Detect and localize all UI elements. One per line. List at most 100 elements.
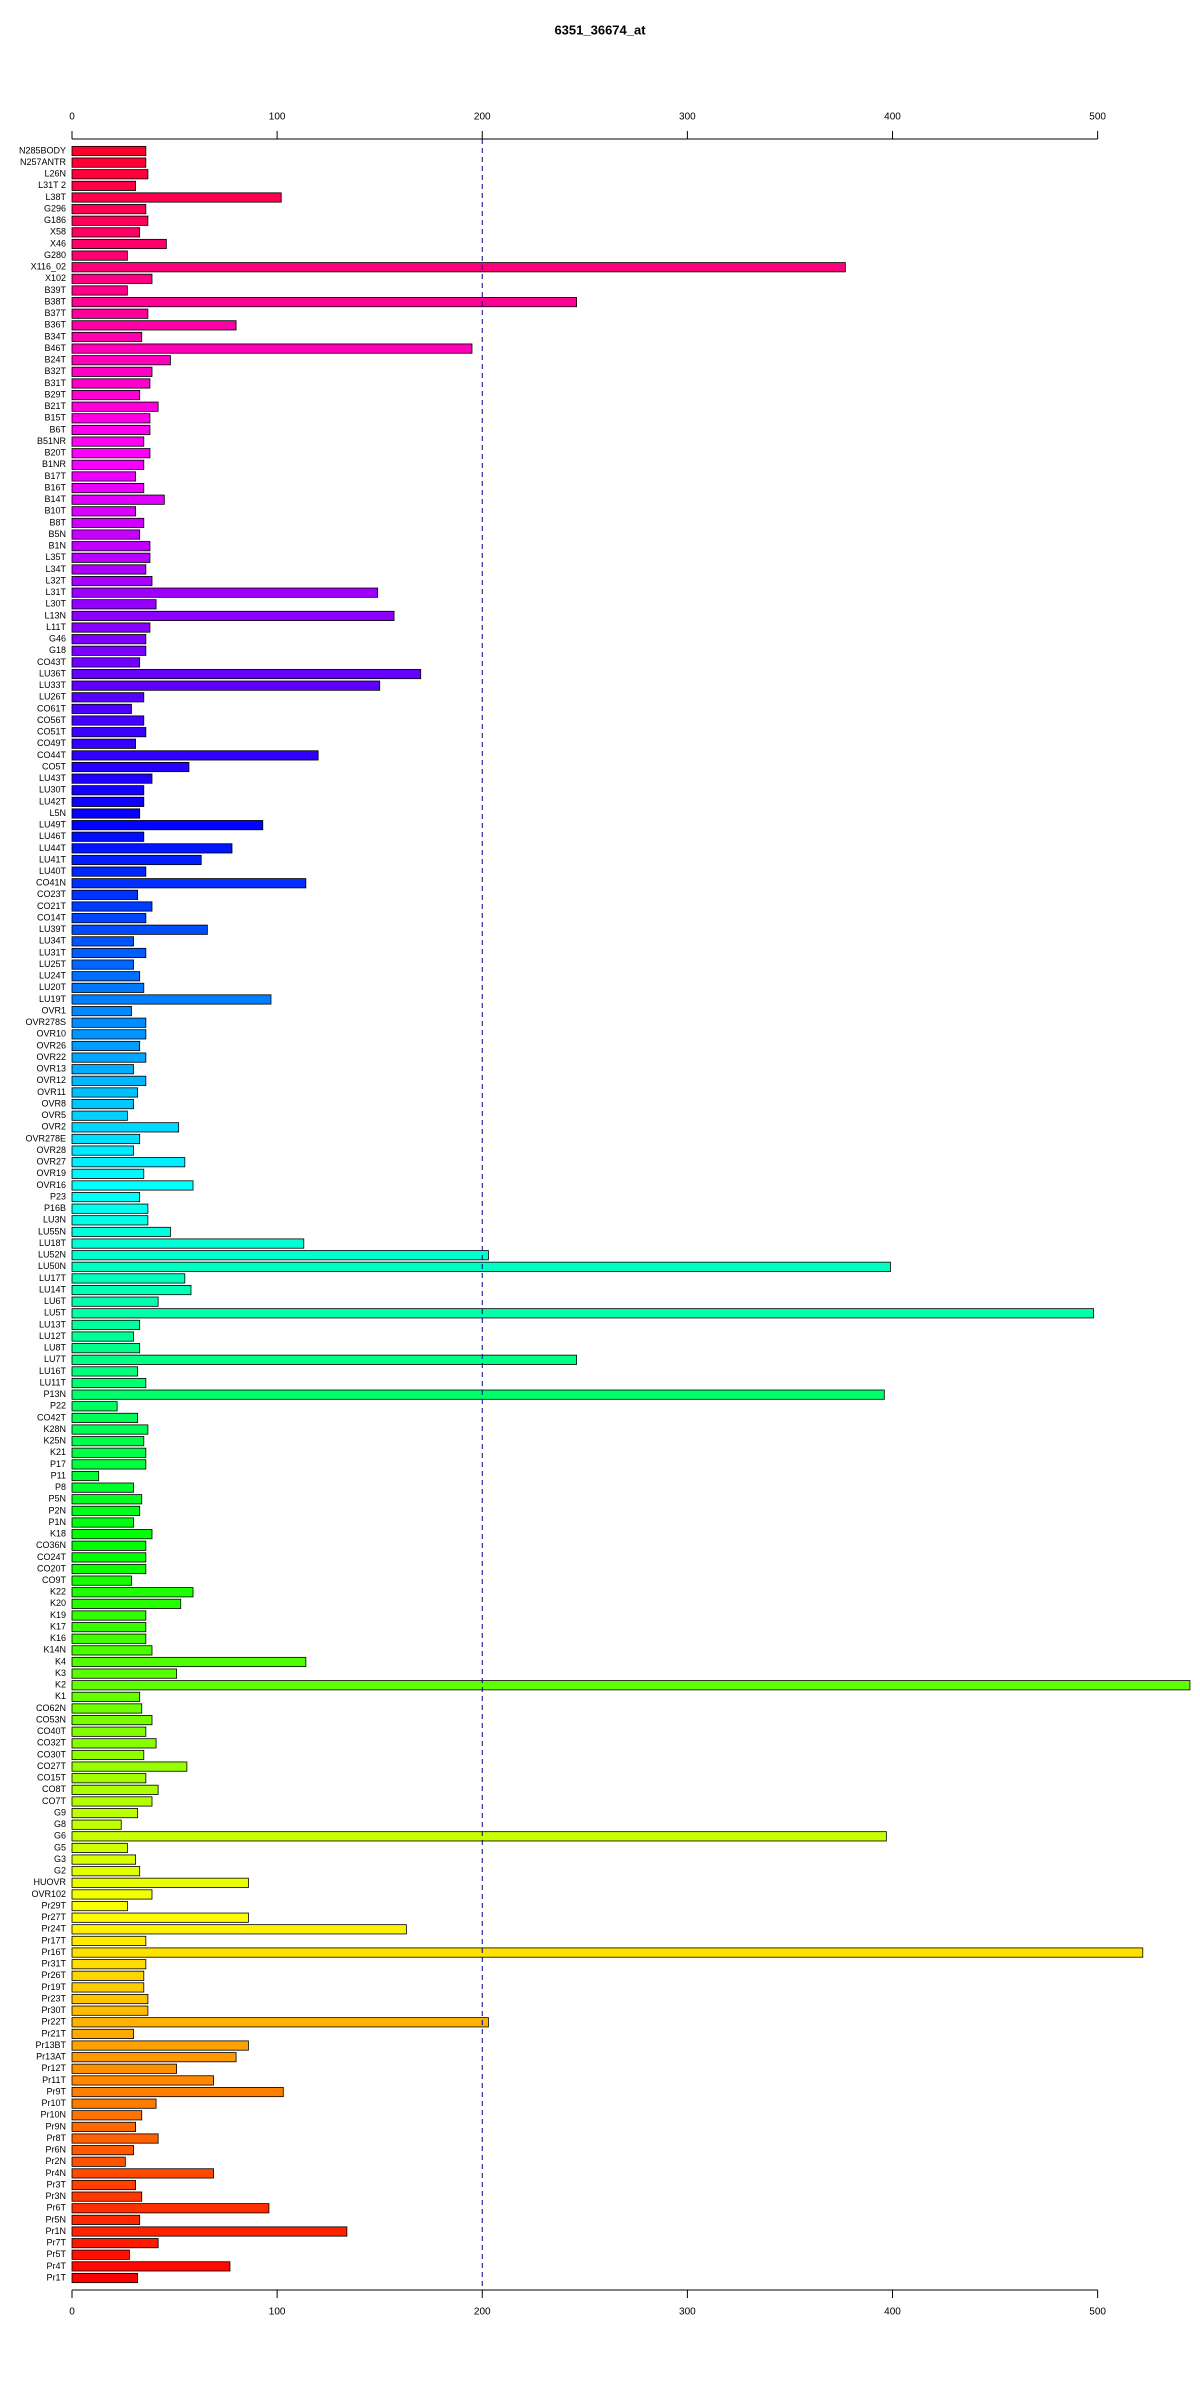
category-label: OVR8 <box>41 1098 66 1108</box>
category-label: P16B <box>44 1203 66 1213</box>
x-tick-label: 500 <box>1089 112 1106 123</box>
category-label: LU20T <box>39 982 67 992</box>
bar <box>71 1854 136 1865</box>
category-label: L5N <box>49 808 66 818</box>
bar <box>71 1459 147 1470</box>
category-label: B16T <box>44 482 66 492</box>
bar <box>71 1145 134 1156</box>
category-label: LU3N <box>43 1215 66 1225</box>
category-label: OVR26 <box>36 1040 66 1050</box>
category-label: K4 <box>55 1656 66 1666</box>
bar <box>71 413 151 424</box>
category-label: X46 <box>50 238 66 248</box>
category-label: P11 <box>51 1470 66 1480</box>
category-label: K1 <box>55 1691 66 1701</box>
category-label: B1N <box>48 541 66 551</box>
category-label: LU39T <box>39 924 67 934</box>
bar <box>71 1075 147 1086</box>
bar <box>71 2017 489 2028</box>
category-label: Pr6N <box>45 2145 66 2155</box>
category-label: L38T <box>45 192 66 202</box>
bar <box>71 576 153 587</box>
bar <box>71 1226 171 1237</box>
x-tick-label: 100 <box>269 112 286 123</box>
category-label: B10T <box>44 506 66 516</box>
category-label: LU44T <box>39 843 67 853</box>
bar <box>71 2226 348 2237</box>
bar <box>71 761 190 773</box>
bar <box>71 1889 153 1900</box>
bar <box>71 1006 132 1017</box>
bar <box>71 2098 157 2109</box>
bar <box>71 1331 134 1342</box>
bar <box>71 1970 145 1981</box>
x-tick-label: 400 <box>884 2307 901 2318</box>
bar <box>71 308 149 319</box>
category-label: OVR278E <box>25 1133 66 1143</box>
bar <box>71 424 151 435</box>
bar <box>71 204 147 215</box>
category-label: G46 <box>49 634 66 644</box>
category-label: OVR27 <box>36 1157 66 1167</box>
category-label: B24T <box>44 355 66 365</box>
category-label: LU46T <box>39 831 67 841</box>
x-tick-label: 400 <box>884 112 901 123</box>
bar <box>71 1343 141 1354</box>
category-label: LU7T <box>44 1354 67 1364</box>
bar <box>71 773 153 784</box>
bar <box>71 1877 249 1888</box>
category-label: LU42T <box>39 796 67 806</box>
bar <box>71 831 145 842</box>
bar <box>71 506 136 517</box>
category-label: LU5T <box>44 1308 67 1318</box>
bar <box>71 343 473 354</box>
bar <box>71 1819 122 1830</box>
category-label: CO24T <box>37 1552 67 1562</box>
category-label: OVR16 <box>36 1180 66 1190</box>
category-label: Pr9N <box>45 2121 66 2131</box>
category-label: CO36N <box>36 1540 66 1550</box>
bar <box>71 692 145 703</box>
bar <box>71 2272 139 2284</box>
category-label: P13N <box>43 1389 66 1399</box>
category-label: LU26T <box>39 692 67 702</box>
bar <box>71 366 153 377</box>
bar <box>71 1261 891 1272</box>
bar <box>71 541 151 552</box>
category-label: Pr3N <box>45 2191 66 2201</box>
bar <box>71 1668 178 1679</box>
bar <box>71 947 147 959</box>
bar <box>71 2156 126 2167</box>
bar <box>71 1622 147 1633</box>
category-label: P2N <box>48 1505 66 1515</box>
bar <box>71 587 379 598</box>
bar <box>71 1575 132 1586</box>
category-label: LU41T <box>39 854 67 864</box>
category-label: LU31T <box>39 947 67 957</box>
category-label: Pr19T <box>41 1982 66 1992</box>
category-label: LU36T <box>39 668 67 678</box>
bar <box>71 924 208 935</box>
category-label: L31T 2 <box>38 180 66 190</box>
x-tick-label: 0 <box>69 112 75 123</box>
bar <box>71 483 145 494</box>
category-label: K21 <box>50 1447 66 1457</box>
category-label: L31T <box>45 587 66 597</box>
bar <box>71 1412 139 1423</box>
bar <box>71 738 136 749</box>
bar <box>71 1552 147 1563</box>
bar <box>71 1994 149 2005</box>
category-label: LU25T <box>39 959 67 969</box>
x-tick-label: 100 <box>269 2307 286 2318</box>
bar <box>71 1831 887 1842</box>
bar <box>71 715 145 726</box>
category-label: B1NR <box>42 459 67 469</box>
category-label: K14N <box>43 1645 66 1655</box>
bar <box>71 320 237 331</box>
bar <box>71 378 151 389</box>
category-label: CO7T <box>42 1796 67 1806</box>
bar <box>71 750 319 761</box>
category-label: LU19T <box>39 994 67 1004</box>
category-label: OVR19 <box>36 1168 66 1178</box>
